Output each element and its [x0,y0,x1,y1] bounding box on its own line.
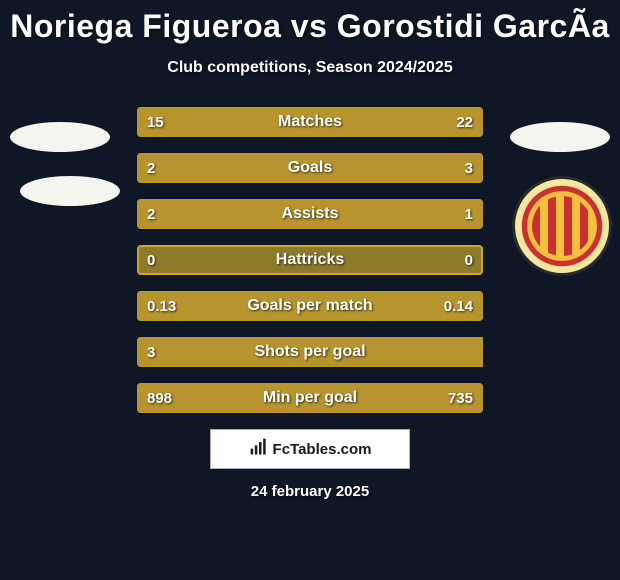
bar-chart-icon [249,437,269,462]
stat-label: Min per goal [263,389,357,407]
stat-value-right: 3 [465,160,473,177]
stat-label: Hattricks [276,251,344,269]
subtitle: Club competitions, Season 2024/2025 [0,59,620,77]
stat-value-left: 898 [147,390,172,407]
stat-row: 15 Matches 22 [137,107,483,137]
stat-label: Matches [278,113,342,131]
stat-row: 2 Assists 1 [137,199,483,229]
stat-label: Goals per match [247,297,372,315]
stat-value-left: 0.13 [147,298,176,315]
stat-label: Shots per goal [254,343,365,361]
stat-value-right: 735 [448,390,473,407]
player-right-badge-1 [510,122,610,152]
page-title: Noriega Figueroa vs Gorostidi GarcÃa [0,0,620,45]
stat-row: 0.13 Goals per match 0.14 [137,291,483,321]
stat-value-left: 2 [147,160,155,177]
stat-value-left: 3 [147,344,155,361]
stat-row: 2 Goals 3 [137,153,483,183]
brand-footer: FcTables.com [210,429,410,469]
stat-value-left: 2 [147,206,155,223]
stat-value-left: 15 [147,114,164,131]
stat-value-right: 1 [465,206,473,223]
date-label: 24 february 2025 [0,483,620,500]
stat-value-right: 22 [456,114,473,131]
stat-label: Goals [288,159,332,177]
brand-text: FcTables.com [273,441,372,458]
stat-row: 898 Min per goal 735 [137,383,483,413]
stat-label: Assists [282,205,339,223]
player-right-club-crest [512,176,612,276]
bar-fill-left [137,153,275,183]
player-left-badge-1 [10,122,110,152]
player-left-badge-2 [20,176,120,206]
comparison-chart: 15Matches222Goals32Assists10Hattricks00.… [137,107,483,413]
stat-value-left: 0 [147,252,155,269]
stat-row: 3 Shots per goal [137,337,483,367]
stat-value-right: 0.14 [444,298,473,315]
stat-row: 0 Hattricks 0 [137,245,483,275]
stat-value-right: 0 [465,252,473,269]
